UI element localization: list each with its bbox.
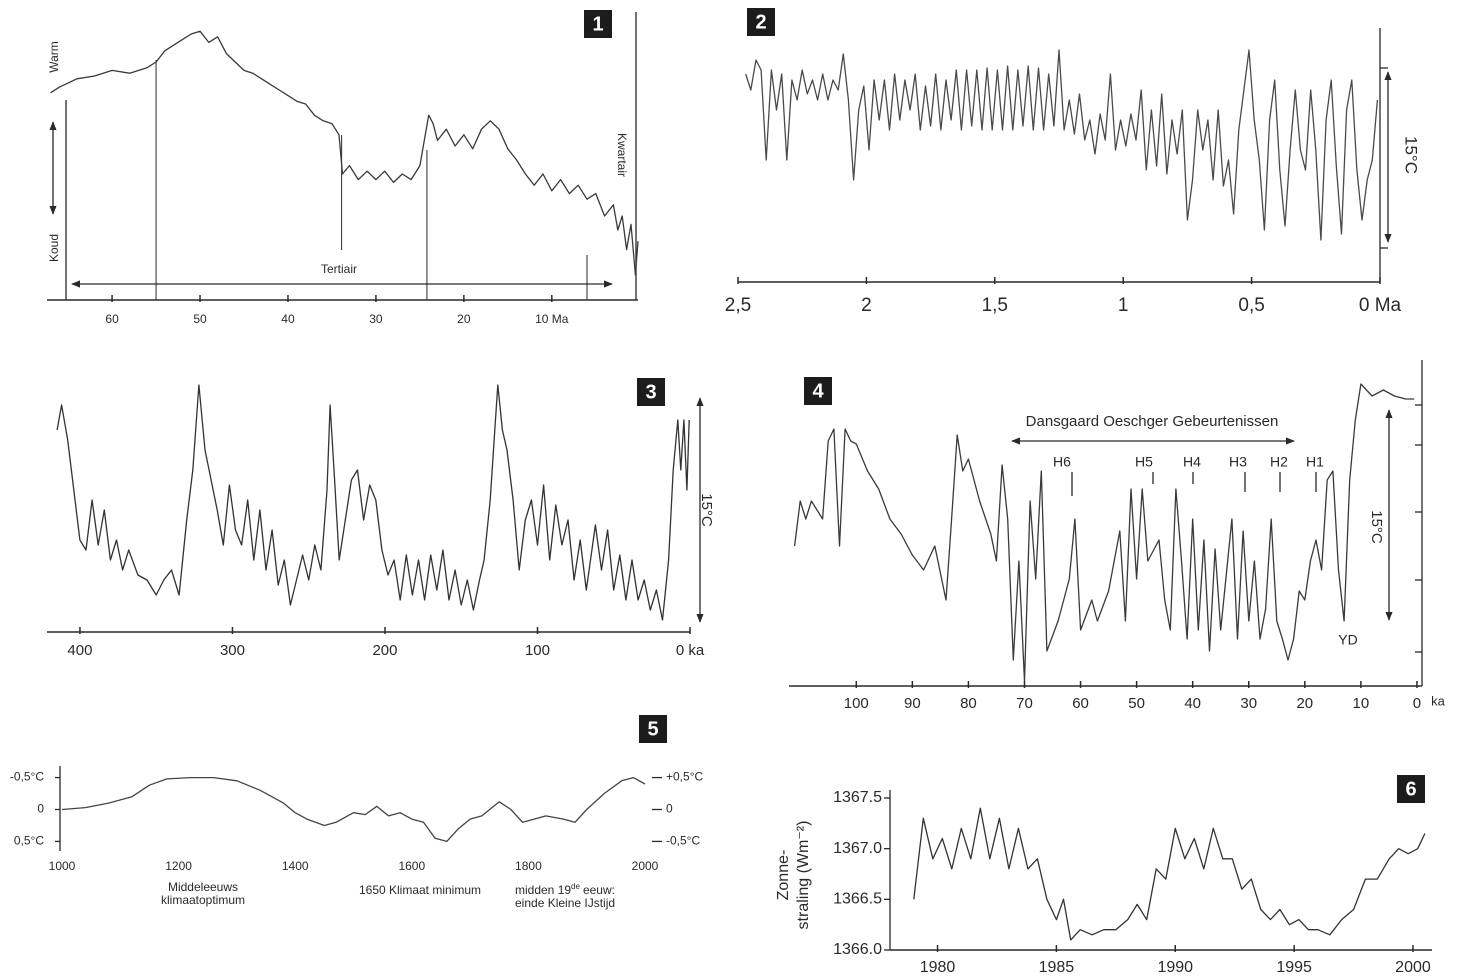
x-tick-label: 1600 xyxy=(398,859,425,873)
annotation-superscript: de xyxy=(571,882,580,891)
y-axis-label: straling (Wm⁻²) xyxy=(795,821,812,930)
x-tick-label: 1980 xyxy=(920,959,956,976)
panel-badge xyxy=(747,8,775,36)
y-tick-label: 1367.0 xyxy=(833,840,882,857)
x-tick-label: 1000 xyxy=(49,859,76,873)
panel-badge xyxy=(804,377,832,405)
panel-number: 6 xyxy=(1405,778,1416,800)
panel-number: 1 xyxy=(592,13,603,35)
panel-badge xyxy=(1397,775,1425,803)
x-tick-label: 1 xyxy=(1118,295,1129,316)
static-frames xyxy=(49,12,1423,950)
x-tick-label: 20 xyxy=(1296,695,1313,712)
annotation: Koud xyxy=(47,234,61,262)
x-tick-label: 40 xyxy=(1184,695,1201,712)
panel-number: 2 xyxy=(755,11,766,33)
x-tick-label: 0 Ma xyxy=(1359,295,1402,316)
y-axis-label: Zonne- xyxy=(775,850,792,901)
annotation: H2 xyxy=(1270,454,1288,470)
x-tick-label: 1800 xyxy=(515,859,542,873)
data-line xyxy=(913,807,1426,941)
x-tick-label: 60 xyxy=(105,312,119,326)
panel-badge xyxy=(639,715,667,743)
x-tick-label: 10 Ma xyxy=(535,312,569,326)
x-tick-label: 40 xyxy=(281,312,295,326)
annotation: Middeleeuws xyxy=(168,880,238,894)
annotation: H5 xyxy=(1135,454,1153,470)
x-tick-label: 100 xyxy=(525,642,550,659)
y-tick-label: +0,5°C xyxy=(666,770,703,784)
x-tick-label: 10 xyxy=(1353,695,1370,712)
annotation: H4 xyxy=(1183,454,1201,470)
y-tick-label: 1366.0 xyxy=(833,941,882,958)
data-line xyxy=(56,384,690,621)
annotation: midden 19de eeuw: xyxy=(515,882,615,897)
annotation: 15°C xyxy=(698,493,715,527)
x-tick-label: 100 xyxy=(844,695,869,712)
x-tick-label: 1200 xyxy=(165,859,192,873)
x-tick-label: 400 xyxy=(67,642,92,659)
x-tick-label: 1995 xyxy=(1276,959,1312,976)
x-tick-label: 2000 xyxy=(1395,959,1431,976)
annotation: H3 xyxy=(1229,454,1247,470)
x-tick-label: 50 xyxy=(193,312,207,326)
annotation: einde Kleine IJstijd xyxy=(515,896,615,910)
y-tick-label: 1367.5 xyxy=(833,789,882,806)
data-line xyxy=(61,776,646,843)
annotation: Warm xyxy=(47,41,61,73)
annotation: H1 xyxy=(1306,454,1324,470)
y-tick-label: 0 xyxy=(666,802,673,816)
annotation: Kwartair xyxy=(615,133,629,177)
panel-number: 3 xyxy=(645,381,656,403)
x-tick-label: 50 xyxy=(1128,695,1145,712)
panel-badge xyxy=(637,378,665,406)
x-tick-label: 200 xyxy=(372,642,397,659)
annotation: 15°C xyxy=(1368,510,1385,544)
x-tick-label: 60 xyxy=(1072,695,1089,712)
panel-number: 4 xyxy=(812,380,824,402)
annotation: 15°C xyxy=(1402,136,1421,174)
data-line xyxy=(50,30,639,276)
annotation: Tertiair xyxy=(321,262,357,276)
x-tick-label: 0 xyxy=(1413,695,1421,712)
y-tick-label: -0,5°C xyxy=(10,770,44,784)
panel-badge xyxy=(584,10,612,38)
x-tick-label: 2000 xyxy=(632,859,659,873)
x-tick-label: 70 xyxy=(1016,695,1033,712)
x-tick-label: 1990 xyxy=(1157,959,1193,976)
y-tick-label: 1366.5 xyxy=(833,891,882,908)
x-tick-label: 20 xyxy=(457,312,471,326)
x-tick-label: 0,5 xyxy=(1238,295,1264,316)
annotation-part: eeuw: xyxy=(583,883,615,897)
annotation: Dansgaard Oeschger Gebeurtenissen xyxy=(1026,413,1279,430)
annotation: H6 xyxy=(1053,454,1071,470)
x-tick-label: 30 xyxy=(1240,695,1257,712)
annotation-part: midden 19 xyxy=(515,883,571,897)
x-tick-label: 2 xyxy=(861,295,872,316)
y-tick-label: -0,5°C xyxy=(666,834,700,848)
x-tick-label: 1985 xyxy=(1039,959,1075,976)
annotation: klimaatoptimum xyxy=(161,893,245,907)
x-tick-label: 90 xyxy=(904,695,921,712)
x-tick-label: 0 ka xyxy=(676,642,705,659)
y-tick-label: 0 xyxy=(37,802,44,816)
data-line xyxy=(793,383,1415,682)
x-tick-label: 2,5 xyxy=(725,295,751,316)
y-tick-label: 0,5°C xyxy=(14,834,44,848)
x-tick-label: 30 xyxy=(369,312,383,326)
data-line xyxy=(745,49,1379,241)
x-tick-label: 80 xyxy=(960,695,977,712)
x-tick-label: 1,5 xyxy=(982,295,1008,316)
x-axis-label: ka xyxy=(1431,693,1446,708)
panel-number: 5 xyxy=(647,718,658,740)
x-tick-label: 1400 xyxy=(282,859,309,873)
x-tick-label: 300 xyxy=(220,642,245,659)
annotation: YD xyxy=(1338,632,1357,648)
annotation: 1650 Klimaat minimum xyxy=(359,883,481,897)
